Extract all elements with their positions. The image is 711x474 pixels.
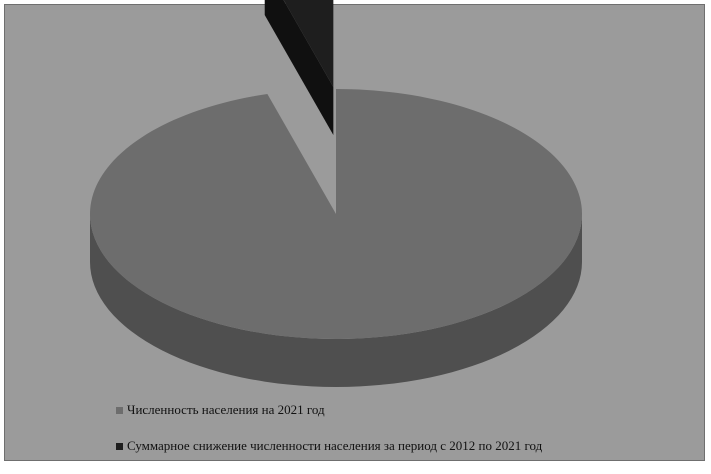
pie-slice-population-2021-side (90, 214, 582, 387)
pie-slice-population-decline-side (264, 0, 334, 136)
legend: Численность населения на 2021 год Суммар… (116, 402, 542, 474)
legend-swatch-population-decline (116, 442, 123, 450)
legend-label-population-decline: Суммарное снижение численности населения… (127, 438, 543, 453)
legend-item-population-2021: Численность населения на 2021 год (116, 402, 542, 418)
pie-slice-population-decline (283, 0, 334, 88)
legend-item-population-decline: Суммарное снижение численности населения… (116, 438, 542, 454)
pie-slice-population-2021 (90, 89, 582, 340)
legend-swatch-population-2021 (116, 406, 123, 414)
legend-label-population-2021: Численность населения на 2021 год (127, 402, 325, 417)
